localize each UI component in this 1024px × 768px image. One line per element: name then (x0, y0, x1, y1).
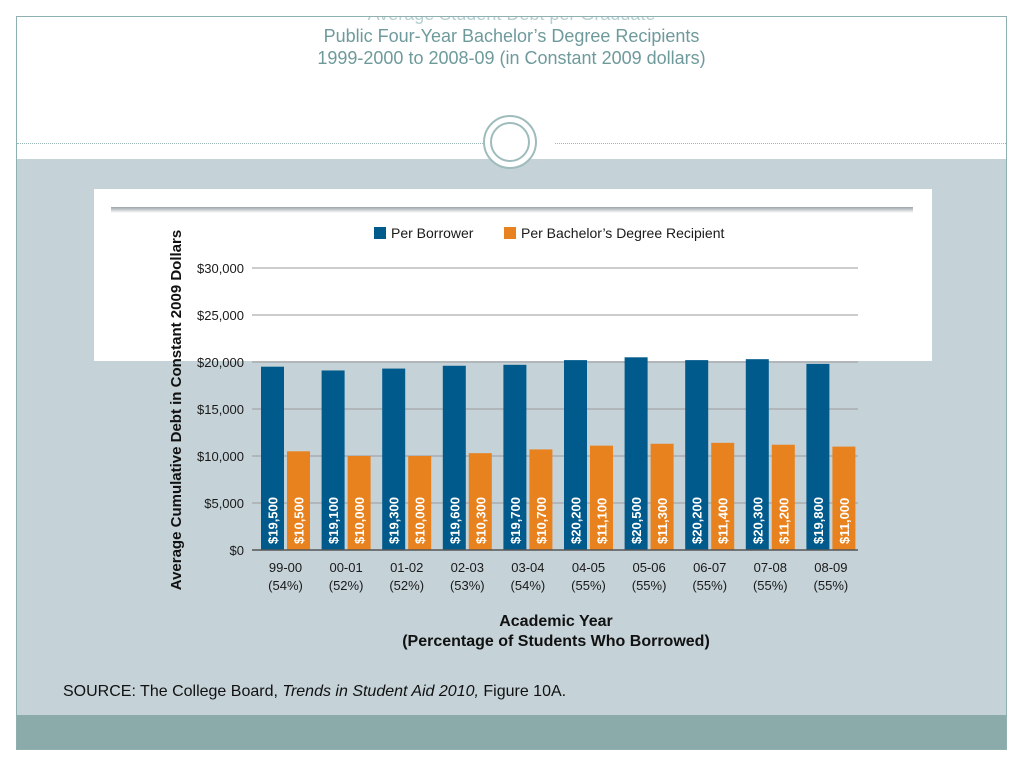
x-tick-sublabel: (55%) (692, 578, 727, 593)
x-tick-sublabel: (54%) (268, 578, 303, 593)
bar-data-label: $10,000 (413, 497, 428, 544)
circle-ornament-icon (483, 115, 537, 169)
y-tick-label: $20,000 (197, 355, 244, 370)
x-axis-label: Academic Year (499, 613, 613, 630)
bar-data-label: $19,300 (387, 497, 402, 544)
bar-data-label: $11,400 (716, 498, 731, 544)
circle-ornament-inner (490, 122, 530, 162)
bar (806, 363, 830, 550)
bar-data-label: $11,000 (837, 498, 852, 544)
bar (382, 368, 406, 550)
bar (771, 444, 795, 550)
divider-left (17, 143, 487, 144)
bar (624, 357, 648, 550)
bar (650, 443, 674, 550)
bar (685, 360, 709, 550)
bar (711, 442, 735, 550)
bar (468, 453, 492, 550)
legend-label: Per Borrower (391, 225, 474, 241)
x-tick-sublabel: (54%) (511, 578, 546, 593)
bar-data-label: $20,300 (750, 497, 765, 544)
bar-data-label: $11,100 (595, 498, 610, 544)
x-tick-label: 04-05 (572, 560, 605, 575)
x-tick-sublabel: (53%) (450, 578, 485, 593)
bar (529, 449, 553, 550)
source-suffix: Figure 10A. (478, 683, 567, 700)
x-tick-label: 02-03 (451, 560, 484, 575)
bar (590, 445, 613, 550)
bar (503, 364, 527, 550)
legend-swatch (374, 227, 386, 239)
bar-data-label: $20,500 (629, 497, 644, 544)
bar-data-label: $19,700 (508, 497, 523, 544)
bar-data-label: $10,500 (292, 497, 307, 544)
bar (347, 456, 371, 550)
x-tick-label: 06-07 (693, 560, 726, 575)
y-tick-label: $15,000 (197, 402, 244, 417)
x-tick-sublabel: (55%) (753, 578, 788, 593)
bar-data-label: $20,200 (690, 497, 705, 544)
bar (442, 365, 466, 550)
x-tick-label: 08-09 (814, 560, 847, 575)
x-tick-label: 07-08 (754, 560, 787, 575)
x-tick-sublabel: (55%) (814, 578, 849, 593)
bar-data-label: $11,300 (655, 498, 670, 544)
y-tick-label: $5,000 (204, 496, 244, 511)
title-line-3: 1999-2000 to 2008-09 (in Constant 2009 d… (317, 48, 706, 68)
bar (408, 456, 432, 550)
y-axis-label: Average Cumulative Debt in Constant 2009… (168, 230, 185, 590)
bar-data-label: $19,800 (811, 497, 826, 544)
title-line-2: Public Four-Year Bachelor’s Degree Recip… (323, 26, 700, 46)
divider-right (555, 143, 1006, 144)
bar (321, 370, 345, 550)
legend-label: Per Bachelor’s Degree Recipient (521, 225, 724, 241)
bar-data-label: $11,200 (776, 498, 791, 544)
slide-title: Average Student Debt per Graduate Public… (17, 17, 1006, 69)
bar-data-label: $10,000 (352, 497, 367, 544)
bar-data-label: $10,300 (473, 497, 488, 544)
bar-data-label: $19,100 (326, 497, 341, 544)
x-axis-label: (Percentage of Students Who Borrowed) (402, 633, 710, 650)
panel-shadow (111, 207, 913, 213)
chart-header-panel (94, 189, 932, 361)
title-line-1: Average Student Debt per Graduate (17, 17, 1006, 25)
y-tick-label: $0 (230, 543, 244, 558)
source-prefix: SOURCE: The College Board, (63, 683, 283, 700)
x-tick-label: 03-04 (511, 560, 544, 575)
bar (832, 446, 856, 550)
x-tick-sublabel: (52%) (329, 578, 364, 593)
y-tick-label: $10,000 (197, 449, 244, 464)
bar-data-label: $19,600 (447, 497, 462, 544)
y-tick-label: $25,000 (197, 308, 244, 323)
footer-band (17, 715, 1006, 749)
source-title: Trends in Student Aid 2010, (282, 683, 479, 700)
x-tick-label: 00-01 (329, 560, 362, 575)
x-tick-sublabel: (52%) (389, 578, 424, 593)
bar-data-label: $19,500 (266, 497, 281, 544)
y-tick-label: $30,000 (197, 261, 244, 276)
bar (564, 360, 587, 550)
bar (745, 359, 769, 550)
x-tick-label: 05-06 (632, 560, 665, 575)
bar (261, 366, 284, 550)
bar-data-label: $10,700 (534, 497, 549, 544)
source-note: SOURCE: The College Board, Trends in Stu… (63, 683, 566, 701)
legend-swatch (504, 227, 516, 239)
x-tick-label: 01-02 (390, 560, 423, 575)
bar-data-label: $20,200 (569, 497, 584, 544)
x-tick-sublabel: (55%) (571, 578, 606, 593)
x-tick-label: 99-00 (269, 560, 302, 575)
x-tick-sublabel: (55%) (632, 578, 667, 593)
bar (287, 451, 310, 550)
